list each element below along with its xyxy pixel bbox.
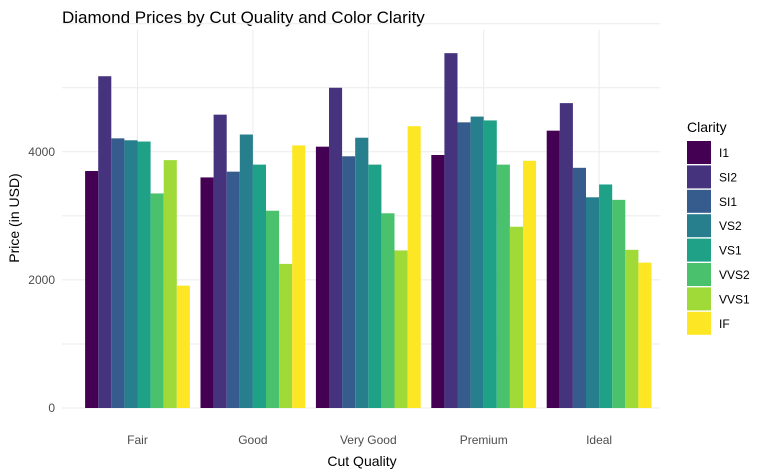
legend-key-vs1 <box>687 238 711 262</box>
bar-very-good-if <box>407 126 421 409</box>
bars <box>85 53 652 409</box>
legend-key-vvs1 <box>687 287 711 311</box>
bar-very-good-i1 <box>315 146 329 408</box>
legend-label-si2: SI2 <box>719 170 737 184</box>
legend-key-si1 <box>687 189 711 213</box>
bar-very-good-si1 <box>342 156 356 408</box>
legend-label-vs1: VS1 <box>719 244 742 258</box>
bar-fair-vvs1 <box>163 160 177 408</box>
bar-ideal-if <box>638 262 652 408</box>
legend-key-if <box>687 311 711 335</box>
legend-key-vs2 <box>687 214 711 238</box>
bar-fair-vs1 <box>137 141 151 409</box>
bar-very-good-vs1 <box>368 164 382 408</box>
legend-label-if: IF <box>719 317 730 331</box>
x-tick-label: Very Good <box>340 433 397 447</box>
legend-key-i1 <box>687 141 711 164</box>
bar-good-if <box>292 145 306 408</box>
y-tick-labels: 0 2000 4000 <box>28 145 55 415</box>
chart-title: Diamond Prices by Cut Quality and Color … <box>62 8 425 27</box>
legend: Clarity I1 SI2 SI1 VS2 VS1 VVS2 VVS1 IF <box>687 119 750 335</box>
bar-good-vs2 <box>239 134 253 408</box>
bar-premium-vs2 <box>470 116 484 408</box>
bar-fair-if <box>176 285 190 408</box>
bar-very-good-vs2 <box>355 137 369 408</box>
bar-premium-vvs2 <box>496 164 510 408</box>
bar-fair-si2 <box>98 76 112 408</box>
bar-premium-i1 <box>431 155 445 408</box>
x-tick-labels: Fair Good Very Good Premium Ideal <box>127 433 612 447</box>
bar-very-good-si2 <box>329 87 343 408</box>
x-tick-label: Premium <box>460 433 508 447</box>
bar-ideal-vs2 <box>586 197 600 408</box>
bar-premium-si2 <box>444 53 458 408</box>
bar-ideal-vvs2 <box>612 199 626 408</box>
bar-premium-if <box>523 160 537 408</box>
legend-key-vvs2 <box>687 263 711 286</box>
bar-good-i1 <box>200 177 214 408</box>
bar-ideal-vs1 <box>599 184 613 408</box>
bar-ideal-i1 <box>546 130 560 408</box>
legend-label-si1: SI1 <box>719 195 737 209</box>
x-tick-label: Fair <box>127 433 148 447</box>
y-tick-label: 0 <box>48 401 55 415</box>
x-axis-title: Cut Quality <box>327 453 396 469</box>
legend-key-si2 <box>687 165 711 189</box>
bar-fair-i1 <box>85 171 99 408</box>
y-tick-label: 4000 <box>28 145 55 159</box>
legend-label-vvs1: VVS1 <box>719 292 750 306</box>
bar-very-good-vvs1 <box>394 250 408 408</box>
bar-ideal-vvs1 <box>625 249 639 408</box>
bar-good-vvs2 <box>266 210 280 408</box>
x-tick-label: Ideal <box>586 433 612 447</box>
bar-premium-vvs1 <box>509 226 523 408</box>
y-tick-label: 2000 <box>28 273 55 287</box>
bar-ideal-si2 <box>559 103 573 409</box>
bar-good-vvs1 <box>279 263 293 408</box>
y-axis-title: Price (in USD) <box>6 173 22 262</box>
bar-good-si1 <box>226 171 240 408</box>
legend-label-vs2: VS2 <box>719 219 742 233</box>
legend-title: Clarity <box>687 119 727 135</box>
bar-premium-si1 <box>457 122 471 408</box>
bar-fair-vs2 <box>124 140 138 408</box>
bar-good-vs1 <box>252 164 266 408</box>
bar-very-good-vvs2 <box>381 213 395 408</box>
legend-label-vvs2: VVS2 <box>719 268 750 282</box>
bar-good-si2 <box>213 114 227 409</box>
bar-ideal-si1 <box>572 167 586 408</box>
bar-premium-vs1 <box>483 120 497 409</box>
legend-label-i1: I1 <box>719 146 729 160</box>
bar-fair-si1 <box>111 138 125 408</box>
x-tick-label: Good <box>238 433 267 447</box>
bar-fair-vvs2 <box>150 193 164 408</box>
